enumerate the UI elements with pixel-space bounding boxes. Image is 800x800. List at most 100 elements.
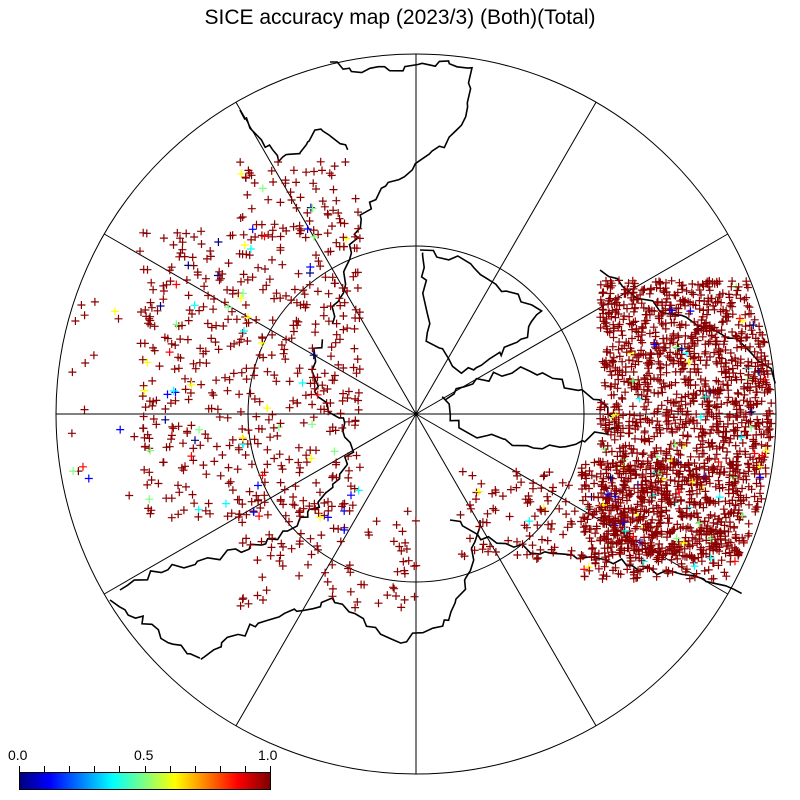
observation-marker [670, 440, 679, 449]
observation-marker [566, 551, 575, 560]
observation-marker [628, 356, 637, 365]
meridian-line [235, 101, 417, 415]
observation-marker [162, 443, 171, 452]
observation-marker [667, 301, 675, 310]
observation-marker [713, 426, 722, 435]
observation-marker [726, 434, 735, 443]
observation-marker [638, 450, 647, 459]
observation-marker [355, 234, 364, 243]
observation-marker [182, 482, 190, 491]
observation-marker [615, 537, 624, 546]
observation-marker [310, 379, 319, 388]
observation-marker [327, 502, 336, 511]
observation-marker [77, 301, 86, 309]
observation-marker [756, 342, 765, 351]
observation-marker [354, 396, 363, 405]
observation-marker [752, 464, 761, 473]
observation-marker [178, 238, 187, 247]
observation-marker [609, 501, 618, 510]
observation-marker [166, 399, 175, 408]
observation-marker [578, 552, 587, 561]
observation-marker [184, 291, 193, 300]
observation-marker [146, 320, 155, 329]
observation-marker [176, 249, 185, 257]
observation-marker [269, 423, 278, 432]
observation-marker [715, 277, 724, 286]
observation-marker [686, 375, 695, 384]
meridian-line [235, 413, 417, 727]
observation-marker [701, 392, 710, 401]
observation-marker [328, 222, 336, 231]
observation-marker [345, 466, 353, 475]
observation-marker [697, 530, 706, 539]
observation-marker [263, 510, 272, 519]
observation-marker [159, 234, 168, 243]
observation-marker [586, 505, 594, 514]
colorbar-tick [144, 766, 146, 772]
observation-marker [273, 431, 282, 440]
observation-marker [653, 458, 662, 467]
observation-marker [646, 550, 655, 559]
observation-marker [307, 454, 316, 463]
observation-marker [547, 525, 555, 533]
observation-marker [677, 344, 686, 353]
observation-marker [703, 300, 711, 309]
observation-marker [641, 375, 650, 384]
observation-marker [762, 378, 770, 387]
observation-marker [648, 453, 657, 461]
observation-marker [612, 487, 621, 496]
observation-marker [314, 230, 323, 239]
observation-marker [517, 478, 526, 487]
observation-marker [304, 560, 312, 569]
observation-marker [673, 340, 682, 349]
observation-marker [676, 354, 685, 363]
observation-marker [305, 502, 314, 511]
observation-marker [744, 371, 753, 379]
observation-marker [390, 584, 399, 593]
observation-marker [715, 547, 724, 556]
observation-marker [597, 503, 606, 512]
observation-marker [623, 304, 631, 313]
observation-marker [332, 238, 341, 247]
observation-marker [728, 310, 737, 319]
observation-marker [243, 275, 252, 284]
observation-marker [662, 451, 671, 460]
observation-marker [753, 497, 762, 506]
observation-marker [601, 553, 610, 562]
observation-marker [615, 352, 624, 361]
observation-marker [238, 500, 247, 509]
observation-marker [631, 505, 640, 514]
observation-marker [410, 592, 419, 601]
observation-marker [172, 280, 181, 289]
observation-marker [355, 463, 364, 472]
observation-marker [484, 547, 493, 556]
observation-marker [324, 513, 332, 522]
observation-marker [303, 225, 312, 233]
observation-marker [666, 339, 675, 348]
observation-marker [652, 471, 661, 480]
observation-marker [709, 412, 718, 421]
observation-marker [628, 376, 637, 385]
observation-marker [630, 541, 639, 550]
observation-marker [655, 364, 664, 373]
observation-marker [209, 391, 218, 400]
observation-marker [329, 185, 338, 194]
observation-marker [330, 371, 339, 380]
observation-marker [466, 534, 474, 543]
map-title: SICE accuracy map (2023/3) (Both)(Total) [204, 6, 596, 29]
observation-marker [236, 407, 245, 416]
observation-marker [721, 549, 730, 558]
observation-marker [709, 574, 718, 583]
observation-marker [733, 361, 742, 370]
observation-marker [280, 345, 289, 354]
observation-marker [681, 321, 690, 330]
observation-marker [659, 306, 668, 315]
observation-marker [183, 427, 192, 436]
observation-marker [325, 169, 334, 178]
observation-marker [677, 496, 686, 505]
observation-marker [236, 158, 245, 167]
observation-marker [69, 467, 78, 476]
observation-marker [588, 544, 597, 552]
observation-marker [696, 499, 705, 507]
